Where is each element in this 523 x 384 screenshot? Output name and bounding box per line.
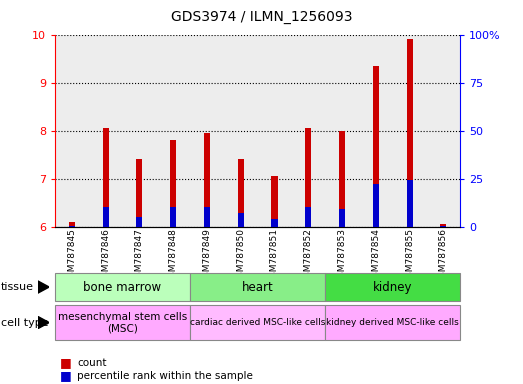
Text: ■: ■ [60,356,72,369]
Bar [440,224,447,227]
Bar [393,35,426,227]
Text: kidney: kidney [373,281,413,293]
Bar [305,128,311,227]
Bar [55,35,89,227]
Bar [156,35,190,227]
Text: GDS3974 / ILMN_1256093: GDS3974 / ILMN_1256093 [170,10,353,23]
Bar [204,207,210,227]
Bar [170,140,176,227]
Bar [137,217,142,227]
Text: ■: ■ [60,369,72,382]
Bar [204,133,210,227]
Bar [373,184,379,227]
Bar [89,35,122,227]
Text: mesenchymal stem cells
(MSC): mesenchymal stem cells (MSC) [58,312,187,333]
Bar [257,35,291,227]
Bar [359,35,393,227]
Polygon shape [38,316,49,329]
Bar [373,66,379,227]
Bar [224,35,257,227]
Bar [271,219,278,227]
Bar [339,131,345,227]
Bar [137,159,142,227]
Bar [103,207,109,227]
Bar [69,226,75,227]
Text: cell type: cell type [1,318,49,328]
Bar [440,226,447,227]
Bar [339,209,345,227]
Text: cardiac derived MSC-like cells: cardiac derived MSC-like cells [190,318,325,327]
Bar [190,35,224,227]
Text: kidney derived MSC-like cells: kidney derived MSC-like cells [326,318,459,327]
Bar [103,128,109,227]
Bar [237,213,244,227]
Polygon shape [38,281,49,293]
Bar [325,35,359,227]
Text: tissue: tissue [1,282,34,292]
Text: percentile rank within the sample: percentile rank within the sample [77,371,253,381]
Bar [426,35,460,227]
Bar [406,180,413,227]
Bar [271,176,278,227]
Bar [69,222,75,227]
Bar [237,159,244,227]
Bar [305,207,311,227]
Text: bone marrow: bone marrow [83,281,162,293]
Bar [122,35,156,227]
Text: count: count [77,358,107,368]
Bar [406,40,413,227]
Bar [291,35,325,227]
Text: heart: heart [242,281,274,293]
Bar [170,207,176,227]
